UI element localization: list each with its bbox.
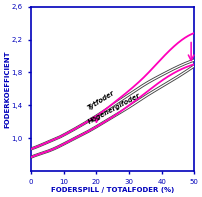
X-axis label: FODERSPILL / TOTALFODER (%): FODERSPILL / TOTALFODER (%): [51, 187, 174, 193]
Text: Högenergifoder: Högenergifoder: [86, 92, 141, 125]
Text: Tytfoder: Tytfoder: [86, 90, 115, 111]
Y-axis label: FODERKOEFFICIENT: FODERKOEFFICIENT: [4, 50, 10, 128]
